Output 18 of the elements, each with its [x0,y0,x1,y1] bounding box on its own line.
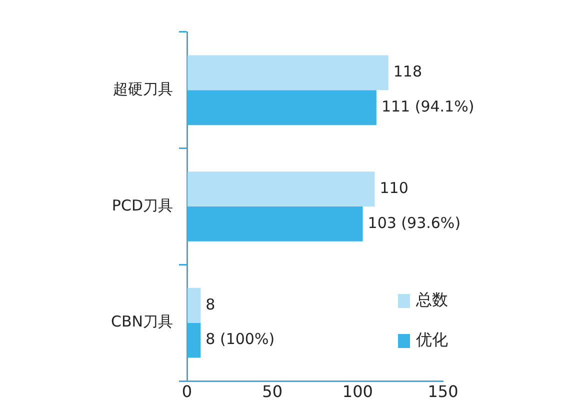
data-label: 8 (100%) [206,330,275,348]
x-tick-label: 150 [428,382,458,401]
x-tick-label: 100 [342,382,373,401]
y-tick-label: CBN刀具 [111,312,173,331]
x-tick-label: 0 [182,382,192,401]
data-label: 103 (93.6%) [368,214,461,232]
legend-label: 总数 [415,290,448,310]
bar [188,288,201,323]
data-label: 118 [393,62,422,81]
bar [188,172,375,206]
y-tick-label: 超硬刀具 [113,80,173,98]
bar [188,55,388,90]
x-tick-label: 50 [262,382,283,401]
data-label: 8 [206,295,216,314]
legend-label: 优化 [416,330,448,350]
data-label: 111 (94.1%) [381,98,474,116]
data-label: 110 [380,178,408,197]
y-tick-label: PCD刀具 [112,196,173,214]
